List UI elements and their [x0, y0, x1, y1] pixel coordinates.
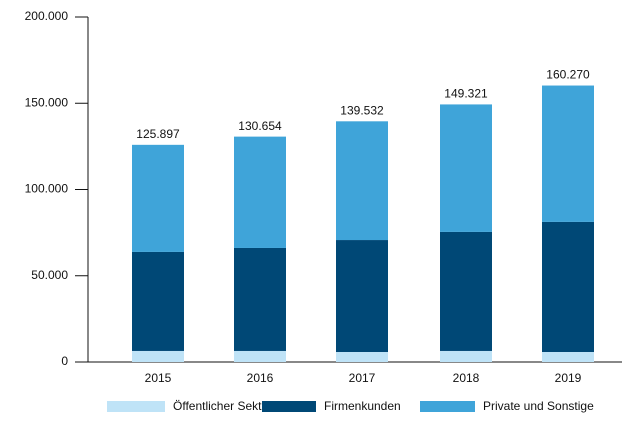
- bar-segment: [234, 247, 286, 351]
- total-label: 125.897: [136, 127, 180, 141]
- bar-segment: [132, 144, 184, 252]
- legend-swatch: [420, 401, 475, 412]
- legend-swatch: [107, 401, 165, 412]
- legend-label: Firmenkunden: [324, 399, 401, 413]
- x-tick-label: 2015: [145, 371, 172, 385]
- total-label: 160.270: [546, 68, 590, 82]
- total-label: 130.654: [238, 119, 282, 133]
- legend-swatch: [262, 401, 316, 412]
- bar-segment: [234, 350, 286, 362]
- bar-segment: [132, 350, 184, 362]
- y-tick-label: 0: [61, 354, 68, 368]
- y-tick-label: 100.000: [25, 182, 69, 196]
- legend-label: Private und Sonstige: [483, 399, 594, 413]
- bar-segment: [440, 231, 492, 351]
- x-tick-label: 2019: [555, 371, 582, 385]
- bar-segment: [440, 350, 492, 362]
- x-tick-label: 2017: [349, 371, 376, 385]
- bar-segment: [234, 136, 286, 248]
- y-tick-label: 150.000: [25, 95, 69, 109]
- bar-segment: [542, 221, 594, 352]
- bar-segment: [132, 251, 184, 351]
- bar-segment: [336, 351, 388, 362]
- bar-segment: [542, 85, 594, 222]
- bar-segment: [440, 104, 492, 232]
- bar-segment: [336, 240, 388, 352]
- total-label: 139.532: [340, 103, 384, 117]
- y-tick-label: 50.000: [31, 268, 68, 282]
- x-tick-label: 2016: [247, 371, 274, 385]
- legend-label: Öffentlicher Sektor: [173, 399, 272, 413]
- bar-segment: [542, 351, 594, 362]
- total-label: 149.321: [444, 87, 488, 101]
- bar-segment: [336, 121, 388, 241]
- x-tick-label: 2018: [453, 371, 480, 385]
- y-tick-label: 200.000: [25, 9, 69, 23]
